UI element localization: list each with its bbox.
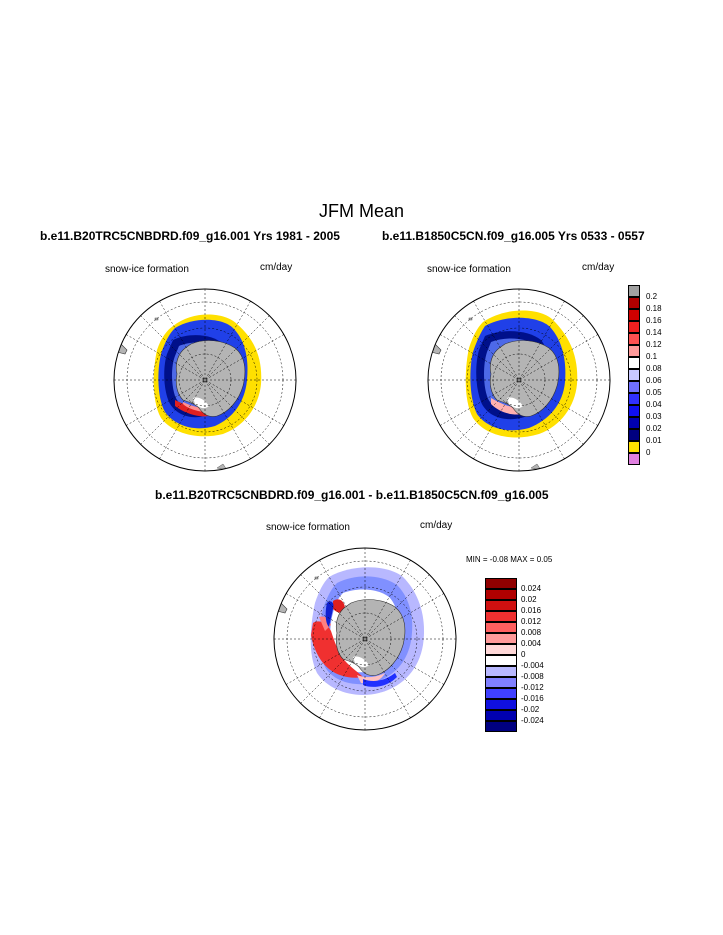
colorbar-top-swatch: [628, 441, 640, 453]
colorbar-diff-tick-label: 0.02: [521, 595, 537, 604]
colorbar-diff-swatch: [485, 710, 517, 721]
colorbar-top-tick-label: 0.14: [646, 328, 662, 337]
colorbar-diff-swatch: [485, 622, 517, 633]
colorbar-diff-tick-label: 0.016: [521, 606, 542, 615]
left-polar-map: [113, 288, 297, 472]
right-panel-subtitle: b.e11.B1850C5CN.f09_g16.005 Yrs 0533 - 0…: [382, 229, 645, 243]
colorbar-diff-swatch: [485, 578, 517, 589]
diff-panel-variable-label: snow-ice formation: [266, 522, 350, 533]
colorbar-top-swatch: [628, 333, 640, 345]
colorbar-top-tick-label: 0.02: [646, 424, 662, 433]
antarctica-land: [489, 340, 560, 417]
colorbar-top-swatch: [628, 321, 640, 333]
colorbar-diff-tick-label: 0.012: [521, 617, 542, 626]
polar-graticule: [274, 548, 456, 730]
antarctica-land: [175, 340, 246, 417]
colorbar-diff-swatch: [485, 600, 517, 611]
right-panel-units-label: cm/day: [582, 262, 615, 273]
colorbar-diff-tick-label: 0: [521, 650, 526, 659]
colorbar-top-swatch: [628, 309, 640, 321]
colorbar-top-tick-label: 0.1: [646, 352, 658, 361]
colorbar-diff-tick-label: -0.004: [521, 661, 544, 670]
colorbar-diff: 0.024 0.02 0.016 0.012 0.008 0.004 0 -0.004 -0.0…: [485, 578, 565, 738]
left-panel-units-label: cm/day: [260, 262, 293, 273]
colorbar-diff-tick-label: 0.024: [521, 584, 542, 593]
polar-graticule: [114, 289, 296, 471]
right-panel-variable-label: snow-ice formation: [427, 264, 511, 275]
colorbar-top: 0.2 0.18 0.16 0.14 0.12 0.1 0.08 0.06 0.05 0.04 0.…: [628, 285, 708, 475]
colorbar-diff-swatch: [485, 644, 517, 655]
colorbar-top-tick-label: 0.03: [646, 412, 662, 421]
colorbar-diff-swatch: [485, 589, 517, 600]
colorbar-top-tick-label: 0.18: [646, 304, 662, 313]
diff-blue-region: [325, 601, 334, 627]
colorbar-diff-tick-label: 0.004: [521, 639, 542, 648]
colorbar-diff-swatch: [485, 633, 517, 644]
colorbar-diff-swatch: [485, 655, 517, 666]
colorbar-diff-tick-label: -0.008: [521, 672, 544, 681]
colorbar-top-tick-label: 0.04: [646, 400, 662, 409]
colorbar-diff-tick-label: -0.02: [521, 705, 540, 714]
colorbar-top-tick-label: 0.2: [646, 292, 658, 301]
colorbar-top-swatch: [628, 357, 640, 369]
colorbar-diff-swatch: [485, 611, 517, 622]
colorbar-diff-swatch: [485, 688, 517, 699]
colorbar-top-swatch: [628, 345, 640, 357]
colorbar-diff-swatch: [485, 699, 517, 710]
colorbar-top-swatch: [628, 285, 640, 297]
colorbar-diff-tick-label: -0.024: [521, 716, 544, 725]
colorbar-top-swatch: [628, 417, 640, 429]
colorbar-top-tick-label: 0: [646, 448, 651, 457]
colorbar-top-tick-label: 0.01: [646, 436, 662, 445]
diff-panel-minmax: MIN = -0.08 MAX = 0.05: [466, 555, 553, 564]
diff-panel-units-label: cm/day: [420, 520, 453, 531]
colorbar-top-tick-label: 0.16: [646, 316, 662, 325]
left-panel-subtitle: b.e11.B20TRC5CNBDRD.f09_g16.001 Yrs 1981…: [40, 229, 340, 243]
colorbar-top-tick-label: 0.12: [646, 340, 662, 349]
colorbar-top-swatch: [628, 381, 640, 393]
antarctica-land: [335, 599, 406, 676]
colorbar-diff-swatch: [485, 666, 517, 677]
page-title: JFM Mean: [318, 201, 405, 221]
colorbar-top-tick-label: 0.08: [646, 364, 662, 373]
colorbar-top-swatch: [628, 429, 640, 441]
right-polar-map: [427, 288, 611, 472]
colorbar-top-swatch: [628, 393, 640, 405]
colorbar-top-swatch: [628, 453, 640, 465]
colorbar-diff-swatch: [485, 721, 517, 732]
colorbar-top-tick-label: 0.05: [646, 388, 662, 397]
diff-panel-subtitle: b.e11.B20TRC5CNBDRD.f09_g16.001 - b.e11.…: [155, 488, 549, 502]
colorbar-top-swatch: [628, 405, 640, 417]
diff-polar-map: [273, 547, 457, 731]
colorbar-top-tick-label: 0.06: [646, 376, 662, 385]
left-panel-variable-label: snow-ice formation: [105, 264, 189, 275]
colorbar-top-swatch: [628, 297, 640, 309]
colorbar-diff-swatch: [485, 677, 517, 688]
polar-graticule: [428, 289, 610, 471]
colorbar-diff-tick-label: -0.016: [521, 694, 544, 703]
colorbar-top-swatch: [628, 369, 640, 381]
colorbar-diff-tick-label: 0.008: [521, 628, 542, 637]
colorbar-diff-tick-label: -0.012: [521, 683, 544, 692]
